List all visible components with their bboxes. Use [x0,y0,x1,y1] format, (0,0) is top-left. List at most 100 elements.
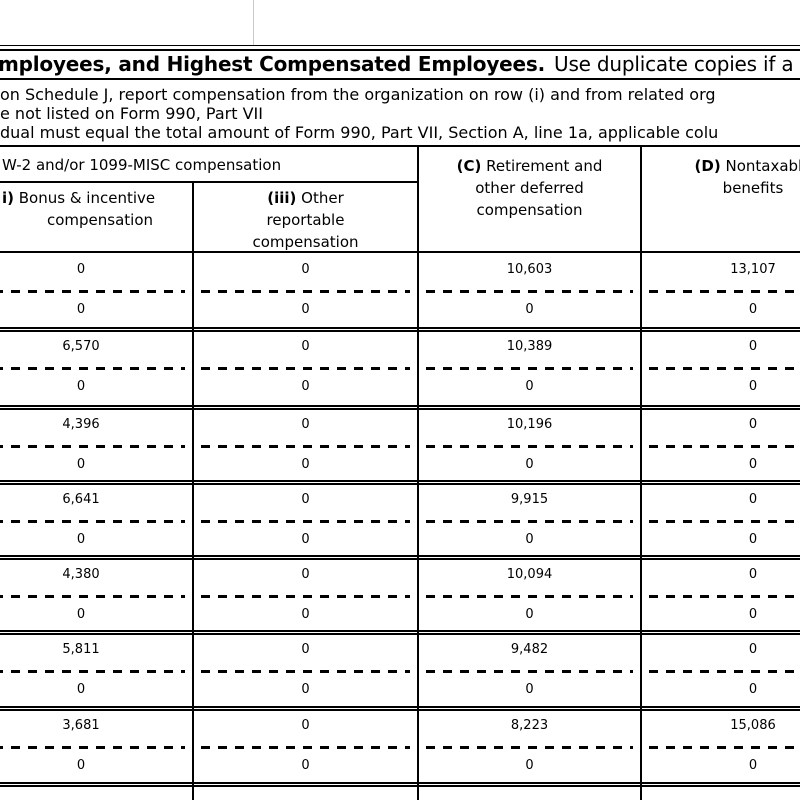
table-border-line-ii-iii [192,181,194,800]
dashed-separator [426,367,633,370]
cell-value-row-i: 0 [748,492,758,507]
cell-value-row-i: 9,482 [510,642,549,657]
dashed-separator [649,367,800,370]
row-boundary-line [0,327,800,329]
cell-value-row-ii: 0 [301,758,310,773]
dashed-separator [201,520,410,523]
cell-value-row-i: 13,107 [730,262,776,277]
cell-value-row-ii: 0 [76,607,86,622]
dashed-separator [0,290,185,293]
dashed-separator [0,445,185,448]
column-iii-line1: (iii) Other [193,187,418,209]
instruction-line-3: dual must equal the total amount of Form… [0,123,719,142]
dashed-separator [201,367,410,370]
cell-value-row-ii: 0 [748,302,758,317]
cell-value-row-i: 0 [301,417,310,432]
cell-value-row-i: 0 [748,339,758,354]
cell-value-row-ii: 0 [525,532,534,547]
cell-value-row-i: 4,380 [62,567,100,582]
cell-value-row-ii: 0 [525,758,534,773]
row-boundary-line [0,785,800,787]
cell-value-row-i: 0 [748,417,758,432]
table-border-line-c-d [640,145,642,800]
row-boundary-line [0,706,800,708]
row-boundary-line [0,630,800,632]
column-iii-line2: reportable [266,211,345,229]
dashed-separator [649,746,800,749]
cell-value-row-ii: 0 [76,302,86,317]
cell-value-row-i: 0 [301,492,310,507]
dashed-separator [0,595,185,598]
column-c-line2: other deferred [475,179,584,197]
column-c-line1-text: Retirement and [481,157,603,175]
dashed-separator [426,290,633,293]
column-d-line2: benefits [722,179,784,197]
row-boundary-line [0,709,800,711]
dashed-separator [201,746,410,749]
column-d-prefix: (D) [694,157,721,175]
cell-value-row-ii: 0 [525,682,534,697]
table-row: 3,681 0 0 0 8,223 0 15,086 0 [0,709,800,785]
table-row: 4,396 0 0 0 10,196 0 0 0 [0,408,800,483]
cell-value-row-ii: 0 [76,758,86,773]
cell-value-row-ii: 0 [301,532,310,547]
column-c-line1: (C) Retirement and [418,155,641,177]
row-boundary-line [0,782,800,784]
cell-value-row-i: 6,570 [62,339,100,354]
column-ii-prefix: i) [2,189,14,207]
cell-value-row-i: 3,681 [62,718,100,733]
cell-value-row-i: 0 [748,567,758,582]
cell-value-row-i: 10,389 [506,339,553,354]
row-boundary-line [0,483,800,485]
column-header-retirement-deferred: (C) Retirement and other deferred compen… [418,155,641,221]
table-row: 6,570 0 0 0 10,389 0 0 0 [0,330,800,408]
cell-value-row-i: 0 [76,262,86,277]
cell-value-row-i: 6,641 [62,492,100,507]
table-row: 6,641 0 0 0 9,915 0 0 0 [0,483,800,558]
cell-value-row-ii: 0 [301,607,310,622]
column-header-other-reportable: (iii) Other reportable compensation [193,187,418,253]
column-c-line3: compensation [476,201,583,219]
dashed-separator [649,290,800,293]
row-boundary-line [0,330,800,332]
cell-value-row-i: 15,086 [730,718,776,733]
cell-value-row-i: 8,223 [510,718,549,733]
cell-value-row-ii: 0 [525,457,534,472]
title-bar-bottom-rule [0,78,800,80]
column-iii-prefix: (iii) [267,189,297,207]
table-row: 5,811 0 0 0 9,482 0 0 0 [0,633,800,709]
column-iii-line1-text: Other [296,189,344,207]
dashed-separator [649,445,800,448]
table-top-rule [0,145,800,147]
table-row: 4,380 0 0 0 10,094 0 0 0 [0,558,800,633]
dashed-separator [426,670,633,673]
row-boundary-line [0,555,800,557]
row-boundary-line [0,633,800,635]
column-d-line1-text: Nontaxable [725,157,800,175]
column-c-prefix: (C) [456,157,482,175]
cell-value-row-i: 10,094 [506,567,553,582]
row-boundary-line [0,558,800,560]
part-ii-title-note: Use duplicate copies if a [554,52,794,76]
column-header-bonus-incentive: i) Bonus & incentive [2,187,155,209]
cell-value-row-i: 5,811 [62,642,100,657]
cell-value-row-ii: 0 [76,682,86,697]
column-ii-line1: Bonus & incentive [14,189,156,207]
dashed-separator [649,595,800,598]
cell-value-row-ii: 0 [748,682,758,697]
cell-value-row-i: 9,915 [510,492,549,507]
cell-value-row-i: 0 [301,567,310,582]
row-boundary-line [0,480,800,482]
dashed-separator [649,670,800,673]
cell-value-row-ii: 0 [301,682,310,697]
dashed-separator [0,520,185,523]
row-boundary-line [0,408,800,410]
b-span-bottom-rule [0,181,419,183]
cell-value-row-ii: 0 [525,379,534,394]
title-bar-top-rule [0,49,800,51]
cell-value-row-ii: 0 [748,607,758,622]
instruction-line-1: on Schedule J, report compensation from … [0,85,716,104]
part-ii-title: mployees, and Highest Compensated Employ… [0,52,794,77]
column-d-line1: (D) Nontaxable [641,155,800,177]
cell-value-row-ii: 0 [748,532,758,547]
